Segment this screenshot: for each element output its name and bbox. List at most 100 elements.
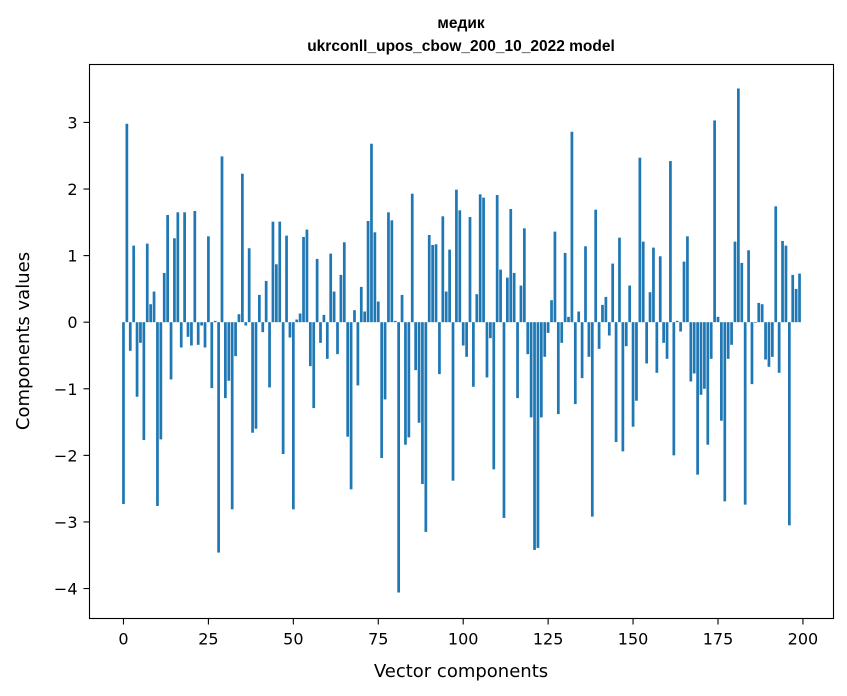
bar: [441, 216, 445, 323]
bar: [689, 322, 693, 382]
bar: [604, 296, 608, 323]
bar: [366, 220, 370, 323]
bar: [190, 322, 193, 346]
bar: [536, 322, 540, 548]
bar: [251, 322, 254, 433]
bar: [203, 322, 207, 348]
x-axis-label: Vector components: [374, 661, 548, 682]
bar: [139, 322, 142, 343]
y-tick-label: 0: [67, 313, 77, 332]
bar: [244, 322, 248, 326]
bar: [611, 263, 615, 323]
bar: [380, 322, 384, 459]
bar: [166, 214, 169, 323]
bar: [509, 208, 513, 323]
bar: [149, 304, 153, 323]
bar: [618, 237, 621, 323]
bar: [743, 322, 747, 505]
bar: [400, 294, 404, 323]
bar: [594, 209, 598, 323]
bar: [607, 322, 611, 336]
bar: [414, 322, 417, 371]
bar: [390, 220, 394, 323]
bar: [709, 322, 713, 359]
bar: [495, 195, 499, 323]
bar: [438, 322, 441, 375]
bar: [315, 258, 319, 323]
y-tick-label: 3: [67, 113, 77, 132]
bar: [213, 320, 217, 323]
bar: [261, 322, 265, 333]
bar: [570, 131, 574, 323]
bar: [451, 322, 455, 481]
bar: [268, 322, 271, 388]
bar: [648, 292, 652, 323]
x-tick-label: 150: [618, 630, 649, 649]
bar: [210, 322, 214, 389]
bar: [196, 322, 200, 345]
bar: [499, 269, 502, 323]
bar: [784, 245, 788, 323]
bar: [468, 216, 472, 323]
bar: [339, 274, 343, 323]
bar: [465, 322, 468, 357]
bar: [156, 322, 159, 506]
bar: [519, 285, 523, 323]
bar: [247, 248, 251, 323]
bar: [458, 210, 462, 323]
bar: [539, 322, 543, 418]
bar: [614, 322, 618, 443]
bar: [461, 322, 465, 346]
x-tick-label: 200: [788, 630, 819, 649]
bar: [777, 322, 781, 373]
bar: [699, 322, 703, 395]
bar: [417, 322, 421, 423]
bar: [798, 273, 801, 323]
bar: [308, 322, 312, 367]
bar: [288, 322, 292, 338]
chart-title-line1: медик: [437, 15, 484, 32]
bar: [502, 322, 506, 518]
bar: [529, 322, 533, 418]
bar: [254, 322, 258, 429]
bar: [760, 304, 764, 323]
bar: [397, 322, 401, 593]
bar: [475, 294, 479, 323]
bar: [720, 322, 723, 421]
bar: [770, 322, 774, 357]
bar: [703, 322, 706, 389]
bar: [692, 322, 696, 374]
bar: [319, 322, 322, 343]
bar: [169, 322, 173, 380]
bar: [506, 277, 509, 323]
bar: [597, 322, 601, 349]
bar: [764, 322, 767, 360]
bar: [774, 206, 778, 323]
bar: [526, 322, 530, 355]
bar: [427, 234, 431, 323]
bar: [353, 310, 356, 323]
bar: [363, 311, 367, 323]
bar: [434, 244, 438, 323]
x-tick-label: 75: [368, 630, 388, 649]
bar: [183, 212, 186, 323]
bar: [295, 319, 299, 323]
bar: [580, 322, 584, 379]
bar: [472, 322, 475, 387]
bar: [220, 156, 224, 323]
bar: [791, 274, 795, 323]
bar: [658, 256, 662, 323]
bar: [781, 240, 784, 323]
bar: [393, 320, 397, 323]
bar: [349, 322, 353, 490]
y-tick-label: 2: [67, 180, 77, 199]
bar: [448, 249, 451, 323]
bar: [696, 322, 699, 475]
bar: [737, 88, 740, 323]
bar: [679, 322, 682, 332]
bar: [560, 322, 564, 343]
bar: [787, 322, 791, 526]
bar: [716, 316, 720, 323]
bar: [546, 322, 550, 333]
